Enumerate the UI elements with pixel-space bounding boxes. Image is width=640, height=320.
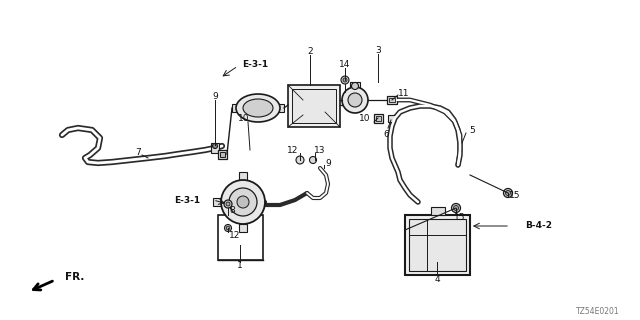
Bar — [232, 104, 240, 112]
Text: 14: 14 — [339, 60, 351, 68]
Text: 13: 13 — [314, 146, 326, 155]
Circle shape — [229, 188, 257, 216]
Text: 2: 2 — [307, 46, 313, 55]
Bar — [218, 150, 227, 159]
Bar — [387, 96, 397, 104]
Circle shape — [237, 196, 249, 208]
Circle shape — [451, 204, 461, 212]
Bar — [220, 152, 225, 157]
Bar — [211, 143, 219, 153]
Bar — [376, 116, 381, 121]
Circle shape — [226, 226, 230, 230]
Circle shape — [351, 83, 358, 90]
Circle shape — [343, 78, 347, 82]
Text: 9: 9 — [325, 158, 331, 167]
Text: FR.: FR. — [65, 272, 84, 282]
Bar — [409, 219, 466, 271]
Bar — [213, 198, 221, 206]
Text: 10: 10 — [238, 114, 250, 123]
Bar — [388, 115, 395, 122]
Text: 10: 10 — [358, 114, 370, 123]
Ellipse shape — [243, 99, 273, 117]
Circle shape — [341, 76, 349, 84]
Text: B-4-2: B-4-2 — [525, 220, 552, 229]
Text: 4: 4 — [434, 275, 440, 284]
Bar — [239, 172, 247, 180]
Circle shape — [454, 205, 458, 211]
Bar — [288, 85, 340, 127]
Circle shape — [212, 143, 218, 148]
Circle shape — [348, 93, 362, 107]
Circle shape — [310, 156, 317, 164]
Bar — [239, 224, 247, 232]
Bar — [292, 89, 336, 123]
Circle shape — [226, 202, 230, 206]
Bar — [218, 215, 263, 260]
Text: 5: 5 — [469, 125, 475, 134]
Bar — [389, 98, 395, 102]
Text: 12: 12 — [287, 146, 298, 155]
Text: 6: 6 — [383, 130, 389, 139]
Text: 7: 7 — [135, 148, 141, 156]
Bar — [276, 104, 284, 112]
Ellipse shape — [236, 94, 280, 122]
Text: 11: 11 — [398, 89, 410, 98]
Text: E-3-1: E-3-1 — [174, 196, 200, 204]
Bar — [374, 114, 383, 123]
Bar — [405, 215, 470, 275]
Circle shape — [221, 180, 265, 224]
Bar — [350, 82, 360, 90]
Circle shape — [296, 156, 304, 164]
Text: 8: 8 — [229, 205, 235, 214]
Circle shape — [504, 188, 513, 197]
Text: E-3-1: E-3-1 — [242, 60, 268, 68]
Text: 15: 15 — [509, 190, 521, 199]
Text: 3: 3 — [375, 45, 381, 54]
Bar — [431, 207, 445, 215]
Text: 12: 12 — [229, 230, 241, 239]
Circle shape — [506, 190, 511, 196]
Text: 9: 9 — [212, 92, 218, 100]
Circle shape — [342, 87, 368, 113]
Circle shape — [224, 200, 232, 208]
Text: TZ54E0201: TZ54E0201 — [576, 308, 620, 316]
Circle shape — [225, 225, 232, 231]
Text: 15: 15 — [454, 212, 466, 221]
Text: 1: 1 — [237, 261, 243, 270]
